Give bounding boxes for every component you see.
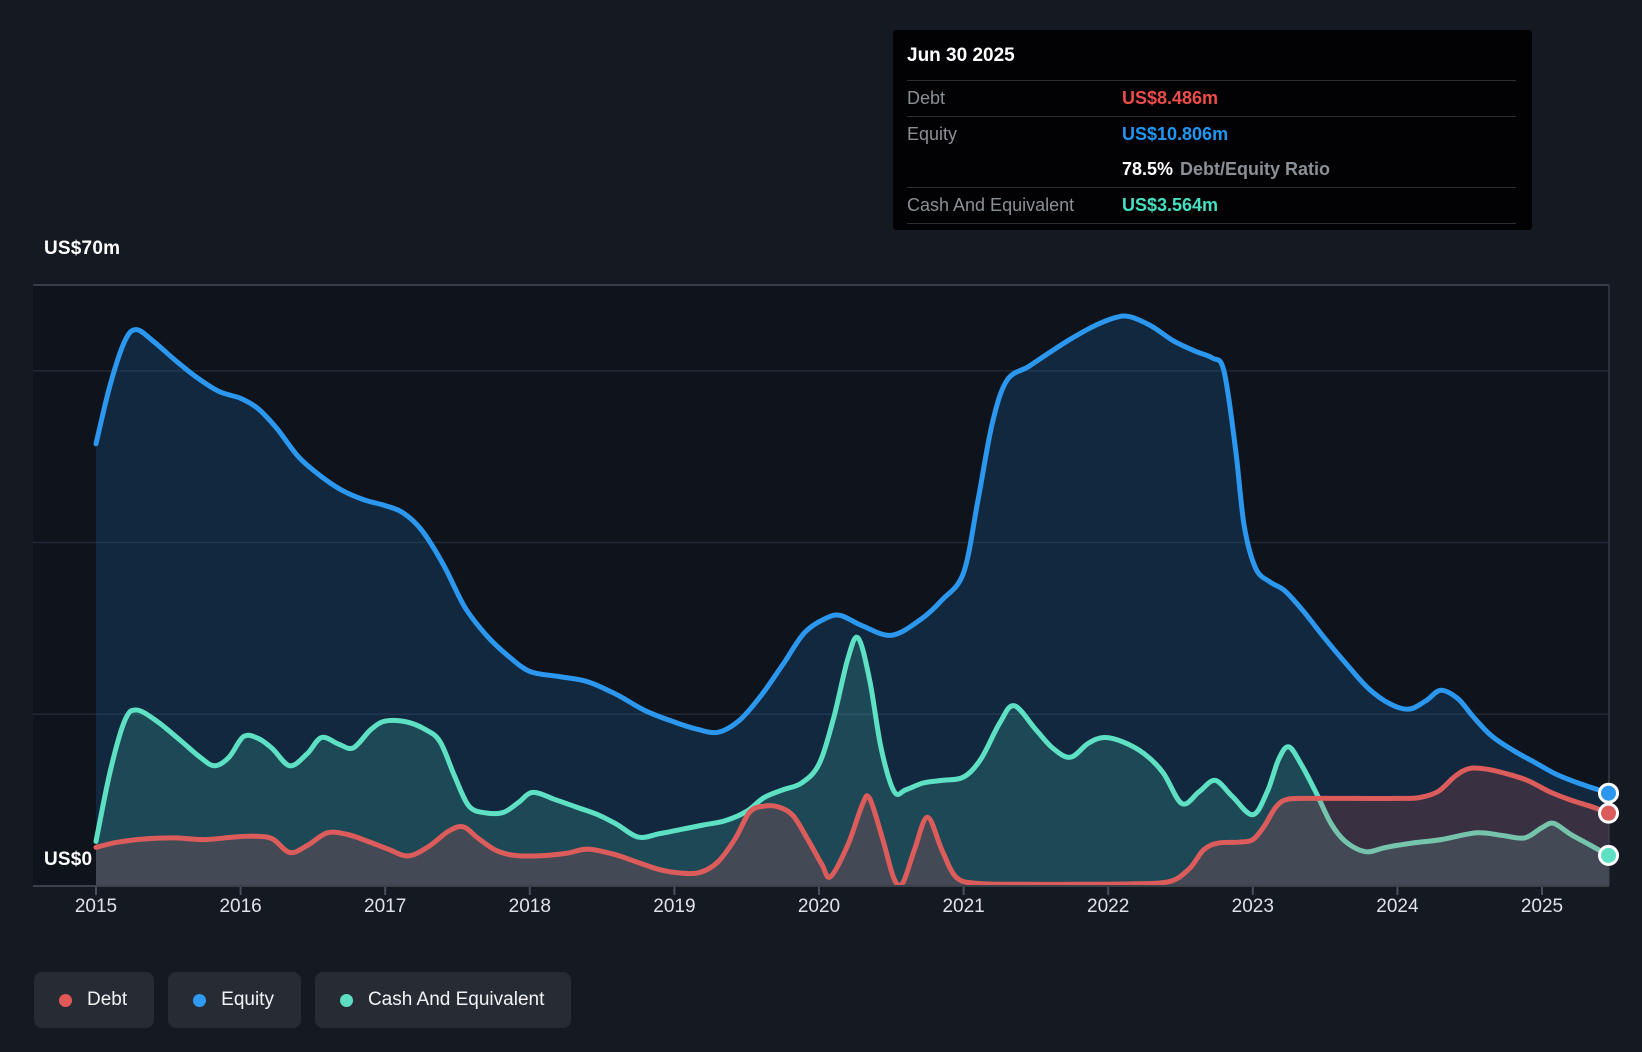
tooltip-debt-value: US$8.486m	[1122, 88, 1219, 108]
x-axis-year-label-2015: 2015	[74, 896, 118, 917]
cash-area	[96, 637, 1609, 886]
tooltip-equity-row: Equity US$10.806m	[907, 117, 1516, 152]
tooltip-debt-row: Debt US$8.486m	[907, 81, 1516, 117]
tooltip-ratio-value: 78.5%	[1122, 159, 1174, 179]
x-axis-year-label-2022: 2022	[1087, 896, 1130, 917]
debt-end-dot	[1598, 802, 1620, 824]
x-axis: 2015 2016 2017 2018 2019 2020 2021 2022 2023 2024…	[0, 896, 1642, 922]
legend-item-debt[interactable]: Debt	[34, 972, 155, 1028]
debt-series-dot	[59, 993, 72, 1007]
equity-area	[96, 315, 1609, 886]
y-axis-max-label: US$70m	[44, 238, 121, 259]
chart-legend: Debt Equity Cash And Equivalent	[34, 972, 572, 1028]
tooltip-equity-value: US$10.806m	[1122, 124, 1229, 144]
x-axis-year-label-2021: 2021	[942, 896, 985, 917]
legend-item-cash[interactable]: Cash And Equivalent	[314, 972, 572, 1028]
cash-series-dot	[339, 993, 353, 1007]
x-axis-year-label-2018: 2018	[508, 896, 551, 917]
tooltip-ratio-row: 78.5% Debt/Equity Ratio	[907, 152, 1516, 188]
legend-label-cash: Cash And Equivalent	[367, 989, 545, 1010]
equity-end-dot	[1598, 782, 1620, 804]
chart-tooltip: Jun 30 2025 Debt US$8.486m Equity US$10.…	[893, 30, 1532, 230]
x-axis-year-label-2025: 2025	[1520, 896, 1564, 917]
x-axis-year-label-2020: 2020	[797, 896, 841, 917]
equity-line	[93, 313, 1609, 796]
legend-label-equity: Equity	[221, 989, 274, 1010]
tooltip-ratio-label: Debt/Equity Ratio	[1180, 159, 1331, 179]
debt-line	[93, 765, 1609, 887]
legend-item-equity[interactable]: Equity	[168, 972, 301, 1028]
equity-series-dot	[193, 993, 207, 1007]
debt-area	[96, 767, 1609, 886]
legend-label-debt: Debt	[87, 989, 128, 1010]
cash-end-dot	[1598, 844, 1620, 866]
tooltip-cash-label: Cash And Equivalent	[907, 195, 1075, 215]
tooltip-cash-value: US$3.564m	[1122, 195, 1219, 215]
x-axis-year-label-2019: 2019	[653, 896, 696, 917]
tooltip-equity-label: Equity	[907, 124, 958, 144]
x-axis-year-label-2023: 2023	[1231, 896, 1274, 917]
plot-background	[33, 284, 1609, 887]
x-axis-year-label-2016: 2016	[219, 896, 262, 917]
x-axis-year-label-2017: 2017	[364, 896, 407, 917]
tooltip-debt-label: Debt	[907, 88, 946, 108]
x-axis-year-label-2024: 2024	[1376, 896, 1419, 917]
tooltip-cash-row: Cash And Equivalent US$3.564m	[907, 188, 1516, 224]
tooltip-date: Jun 30 2025	[907, 30, 1516, 81]
cash-line	[93, 634, 1609, 858]
y-axis-zero-label: US$0	[44, 849, 93, 870]
